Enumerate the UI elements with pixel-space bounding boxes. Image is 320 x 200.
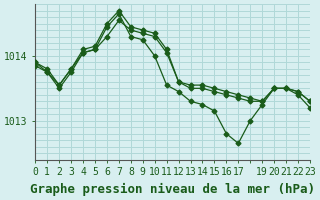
X-axis label: Graphe pression niveau de la mer (hPa): Graphe pression niveau de la mer (hPa) [30,183,315,196]
